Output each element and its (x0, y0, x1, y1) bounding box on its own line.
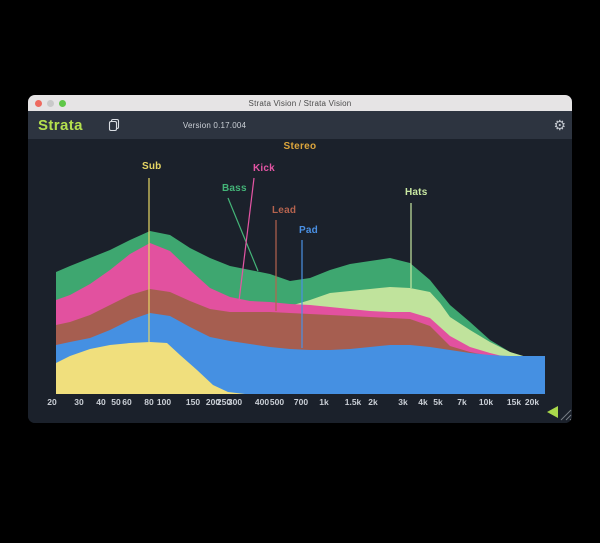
axis-tick-label: 80 (144, 397, 154, 407)
axis-tick-label: 5k (433, 397, 443, 407)
axis-tick-label: 10k (478, 397, 494, 407)
version-label: Version 0.17.004 (182, 120, 247, 130)
series-label-sub: Sub (142, 161, 162, 172)
axis-tick-label: 100 (156, 397, 172, 407)
spectrum-panel: Stereo Bass Hats Kick Lead Pad Sub 20 30 40 50 60… (28, 139, 572, 423)
series-label-pad: Pad (299, 225, 318, 236)
minimize-button[interactable] (47, 99, 54, 107)
close-button[interactable] (35, 99, 42, 107)
spectrum-chart (56, 177, 545, 394)
axis-tick-label: 500 (269, 397, 285, 407)
axis-tick-label: 150 (185, 397, 201, 407)
strata-logo: Strata (38, 116, 83, 134)
frequency-axis: 20 30 40 50 60 80 100 150 200 250 300 400 500 700 1k 1.… (28, 397, 572, 409)
series-label-kick: Kick (253, 163, 275, 174)
traffic-lights (28, 99, 66, 107)
settings-button[interactable]: ⚙ (553, 118, 566, 132)
axis-tick-label: 60 (122, 397, 132, 407)
callout-line-bass (227, 197, 259, 272)
axis-tick-label: 20k (524, 397, 540, 407)
axis-tick-label: 700 (293, 397, 309, 407)
header-bar: Strata Version 0.17.004 ⚙ (28, 111, 572, 139)
axis-tick-label: 40 (96, 397, 106, 407)
collapse-button[interactable] (547, 406, 558, 418)
axis-tick-label: 20 (47, 397, 57, 407)
axis-tick-label: 200 (205, 397, 221, 407)
series-label-bass: Bass (222, 183, 247, 194)
series-label-hats: Hats (405, 187, 428, 198)
channel-mode-label[interactable]: Stereo (283, 141, 317, 152)
axis-tick-label: 4k (418, 397, 428, 407)
axis-tick-label: 3k (398, 397, 408, 407)
preset-pages-button[interactable] (107, 118, 121, 132)
callout-line-kick (238, 177, 255, 302)
axis-tick-label: 15k (506, 397, 522, 407)
axis-tick-label: 7k (457, 397, 467, 407)
axis-tick-label: 400 (254, 397, 270, 407)
axis-tick-label: 1.5k (344, 397, 362, 407)
zoom-button[interactable] (59, 99, 66, 107)
series-label-lead: Lead (272, 205, 297, 216)
titlebar[interactable]: Strata Vision / Strata Vision (28, 95, 572, 111)
axis-tick-label: 250 (216, 397, 232, 407)
axis-tick-label: 2k (368, 397, 378, 407)
axis-tick-label: 30 (74, 397, 84, 407)
axis-tick-label: 300 (227, 397, 243, 407)
axis-tick-label: 50 (111, 397, 121, 407)
axis-tick-label: 1k (319, 397, 329, 407)
gear-icon: ⚙ (553, 117, 566, 133)
plugin-window: Strata Vision / Strata Vision Strata Ver… (28, 95, 572, 423)
spectrum-area-sub (56, 342, 245, 394)
window-title: Strata Vision / Strata Vision (248, 98, 352, 108)
resize-handle[interactable] (560, 409, 572, 421)
pages-icon (108, 118, 119, 132)
